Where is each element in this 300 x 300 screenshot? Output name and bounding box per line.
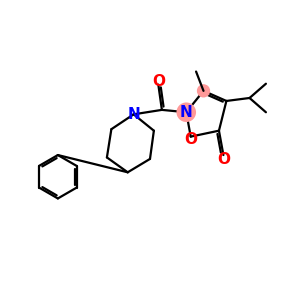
Text: O: O	[217, 152, 230, 167]
Text: N: N	[180, 105, 193, 120]
Circle shape	[198, 85, 209, 97]
Text: N: N	[127, 107, 140, 122]
Text: O: O	[152, 74, 165, 89]
Text: O: O	[184, 132, 197, 147]
